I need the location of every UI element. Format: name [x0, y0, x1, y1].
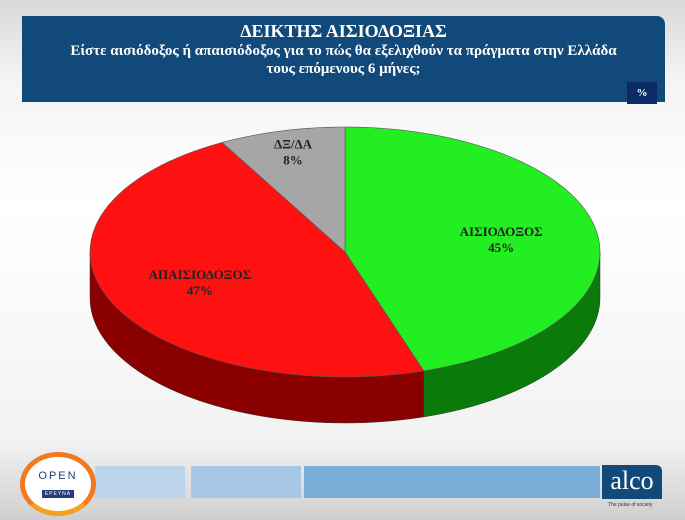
slice-value-1: 47% [187, 283, 213, 298]
open-ereuna-logo: OPEN ΕΡΕΥΝΑ [20, 452, 96, 516]
slice-label-1: ΑΠΑΙΣΙΟΔΟΞΟΣ [149, 267, 252, 282]
slice-label-2: ΔΞ/ΔΑ [274, 137, 313, 152]
unit-badge: % [627, 82, 657, 104]
alco-logo: alco [602, 465, 662, 499]
pie-slice-0 [344, 126, 601, 372]
alco-tagline: The pulse of society [608, 502, 653, 508]
footer-bar-2 [191, 466, 301, 498]
chart-subtitle-line2: τους επόμενους 6 μήνες; [266, 61, 421, 77]
chart-subtitle-line1: Είστε αισιόδοξος ή απαισιόδοξος για το π… [70, 43, 617, 59]
slice-value-2: 8% [283, 153, 303, 168]
pie-slice-2 [221, 126, 346, 253]
footer-bar-3 [304, 466, 600, 498]
chart-title: ΔΕΙΚΤΗΣ ΑΙΣΙΟΔΟΞΙΑΣ [240, 21, 447, 41]
slice-value-0: 45% [488, 240, 514, 255]
pie-slice-1 [89, 142, 425, 378]
slice-label-0: ΑΙΣΙΟΔΟΞΟΣ [460, 224, 543, 239]
chart-header: ΔΕΙΚΤΗΣ ΑΙΣΙΟΔΟΞΙΑΣ Είστε αισιόδοξος ή α… [22, 16, 665, 102]
footer-bar-1 [95, 466, 185, 498]
